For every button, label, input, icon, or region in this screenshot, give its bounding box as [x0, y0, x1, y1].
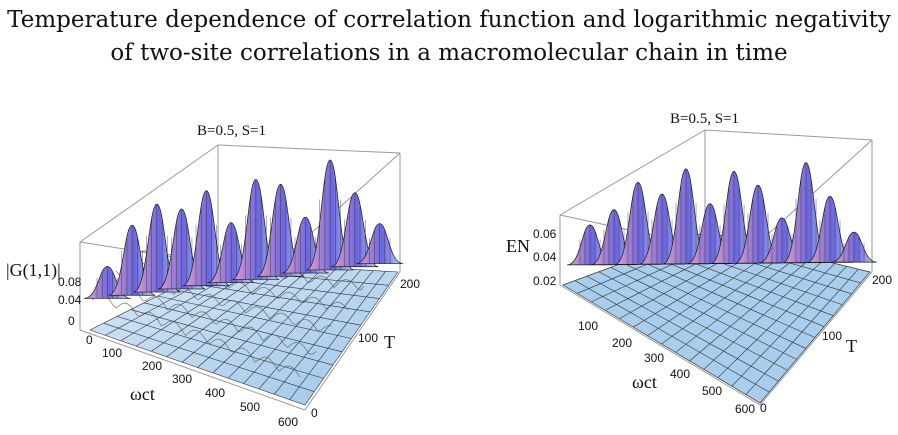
- left-y-tick-2: 200: [400, 277, 420, 291]
- right-plot-label: B=0.5, S=1: [670, 111, 739, 127]
- right-mesh-v-12: [731, 266, 847, 387]
- right-x-tick-5: 600: [735, 402, 755, 416]
- right-y-tick-0: 0: [760, 401, 767, 415]
- left-y-tick-1: 100: [358, 331, 378, 345]
- left-mesh-v-5: [166, 265, 287, 358]
- left-mesh-v-10: [243, 268, 349, 384]
- left-x-tick-5: 500: [240, 400, 260, 414]
- left-plot-label: B=0.5, S=1: [197, 123, 266, 139]
- right-x-tick-2: 300: [644, 351, 664, 365]
- right-mesh-v-8: [675, 254, 800, 353]
- right-peak-ridge: [567, 162, 877, 266]
- right-x-tick-0: 100: [578, 319, 598, 333]
- right-y-tick-1: 100: [822, 329, 842, 343]
- right-z-tick-0: 0.06: [533, 227, 557, 241]
- left-mesh-v-11: [258, 269, 362, 390]
- left-x-tick-6: 600: [278, 415, 298, 429]
- left-mesh-v-9: [228, 268, 337, 379]
- left-z-axis-label: |G(1,1)|: [6, 260, 61, 281]
- left-peak-ridge: [83, 159, 404, 299]
- right-mesh-v-7: [661, 251, 789, 345]
- left-x-tick-1: 100: [102, 346, 122, 360]
- left-z-tick-0: 0.08: [58, 275, 82, 289]
- right-mesh-v-11: [717, 263, 836, 378]
- right-z-tick-2: 0.02: [533, 274, 557, 288]
- left-mesh-v-13: [289, 271, 386, 400]
- right-z-axis-label: EN: [506, 236, 530, 256]
- left-ripple-0: [91, 293, 301, 378]
- plot-right: B=0.5, S=1 EN 0.06 0.04 0.02 100 200 300…: [506, 111, 892, 416]
- right-y-axis-label: T: [846, 336, 857, 356]
- right-mesh-v-13: [745, 268, 859, 395]
- left-x-tick-0: 0: [86, 333, 93, 347]
- left-x-axis-label: ωct: [130, 384, 155, 404]
- left-mesh-v-12: [274, 270, 374, 395]
- right-y-tick-2: 200: [872, 273, 892, 287]
- right-x-tick-1: 200: [612, 336, 632, 350]
- left-mesh-v-7: [197, 266, 312, 368]
- left-z-tick-2: 0: [68, 314, 75, 328]
- figure-title-line-1: Temperature dependence of correlation fu…: [7, 7, 891, 33]
- plot-left: B=0.5, S=1 |G(1,1)| 0.08 0.04 0 0 100 20…: [6, 123, 420, 429]
- left-mesh-v-8: [212, 267, 325, 374]
- right-mesh-v-9: [689, 257, 812, 362]
- left-y-axis-label: T: [384, 332, 395, 352]
- figure-title-line-2: of two-site correlations in a macromolec…: [110, 40, 788, 66]
- right-mesh-v-10: [703, 260, 824, 370]
- left-x-tick-3: 300: [172, 372, 192, 386]
- left-x-tick-2: 200: [142, 359, 162, 373]
- left-y-tick-0: 0: [311, 406, 318, 420]
- left-x-tick-4: 400: [205, 386, 225, 400]
- right-x-tick-4: 500: [702, 384, 722, 398]
- left-z-tick-1: 0.04: [58, 293, 82, 307]
- right-z-tick-1: 0.04: [533, 250, 557, 264]
- right-x-tick-3: 400: [670, 367, 690, 381]
- left-mesh-v-6: [181, 266, 300, 363]
- right-x-axis-label: ωct: [632, 372, 657, 392]
